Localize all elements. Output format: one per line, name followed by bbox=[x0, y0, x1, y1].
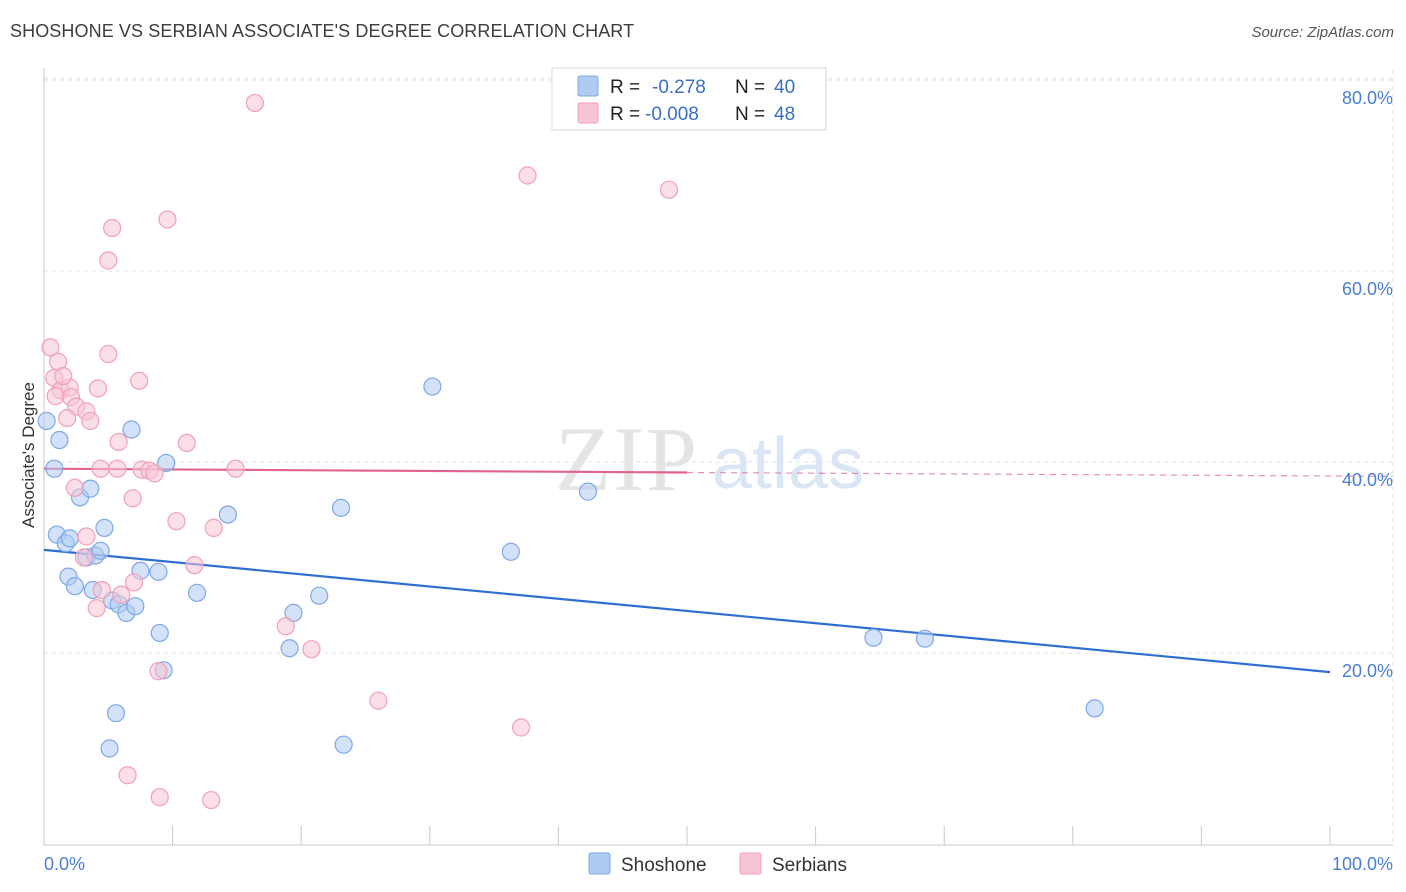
serbians-point-34 bbox=[302, 640, 321, 659]
shoshone-point-5 bbox=[60, 529, 79, 548]
serbians-point-41 bbox=[103, 218, 122, 238]
trendline-shoshone bbox=[43, 548, 1331, 674]
bottom-legend-swatch-shoshone bbox=[588, 852, 611, 875]
legend-r-label-shoshone: R = bbox=[610, 77, 640, 98]
serbians-point-29 bbox=[92, 580, 111, 600]
shoshone-point-12 bbox=[91, 541, 110, 560]
shoshone-point-32 bbox=[423, 377, 442, 396]
serbians-point-31 bbox=[124, 573, 144, 592]
shoshone-point-37 bbox=[864, 628, 883, 647]
serbians-point-13 bbox=[130, 371, 149, 390]
serbians-point-8 bbox=[58, 408, 77, 428]
shoshone-point-34 bbox=[578, 482, 598, 501]
trendline-dashed-serbians bbox=[686, 471, 1394, 477]
source-label: Source: ZipAtlas.com bbox=[1251, 24, 1394, 41]
shoshone-point-20 bbox=[122, 420, 141, 439]
legend-swatch-serbians bbox=[577, 102, 599, 124]
y-tick-labels: 20.0% 40.0% 60.0% 80.0% bbox=[1342, 88, 1393, 681]
serbians-point-33 bbox=[276, 617, 295, 636]
series-legend: Shoshone Serbians bbox=[588, 852, 847, 876]
shoshone-point-30 bbox=[331, 498, 351, 517]
y-tick-label-60: 60.0% bbox=[1342, 279, 1393, 299]
shoshone-point-36 bbox=[100, 739, 119, 758]
serbians-point-19 bbox=[145, 464, 164, 483]
serbians-point-27 bbox=[74, 548, 93, 567]
shoshone-point-24 bbox=[157, 453, 176, 473]
serbians-point-35 bbox=[149, 662, 168, 681]
serbians-point-14 bbox=[109, 432, 128, 452]
shoshone-point-19 bbox=[150, 623, 169, 643]
serbians-point-37 bbox=[512, 718, 531, 737]
serbians-point-23 bbox=[123, 489, 142, 508]
legend-swatch-shoshone bbox=[577, 75, 599, 97]
bottom-legend-swatch-serbians bbox=[739, 852, 762, 875]
serbians-point-22 bbox=[65, 478, 84, 497]
bottom-legend-label-serbians: Serbians bbox=[772, 855, 847, 876]
serbians-point-42 bbox=[158, 210, 177, 229]
shoshone-point-28 bbox=[284, 603, 303, 622]
y-tick-label-20: 20.0% bbox=[1342, 661, 1393, 681]
shoshone-point-23 bbox=[149, 562, 168, 581]
serbians-point-21 bbox=[226, 459, 245, 478]
serbians-point-10 bbox=[81, 411, 100, 431]
serbians-point-15 bbox=[91, 459, 110, 478]
correlation-legend: R = -0.278 N = 40 R = -0.008 N = 48 bbox=[551, 67, 827, 131]
serbians-point-24 bbox=[167, 512, 186, 531]
serbians-point-30 bbox=[112, 585, 131, 604]
serbians-point-36 bbox=[369, 691, 388, 710]
shoshone-point-2 bbox=[45, 459, 64, 478]
serbians-point-43 bbox=[99, 251, 118, 270]
serbians-point-25 bbox=[204, 518, 223, 537]
shoshone-point-9 bbox=[81, 479, 100, 498]
serbians-point-46 bbox=[659, 180, 679, 199]
serbians-point-40 bbox=[202, 790, 221, 810]
legend-r-value-shoshone: -0.278 bbox=[652, 77, 706, 98]
serbians-point-20 bbox=[177, 433, 196, 452]
serbians-point-11 bbox=[88, 379, 108, 398]
shoshone-point-0 bbox=[37, 411, 56, 431]
serbians-point-47 bbox=[54, 366, 73, 386]
x-tick-label-max: 100.0% bbox=[1332, 854, 1393, 874]
shoshone-point-14 bbox=[95, 518, 114, 537]
serbians-point-45 bbox=[518, 166, 537, 185]
serbians-point-44 bbox=[245, 93, 265, 113]
shoshone-point-7 bbox=[65, 577, 84, 596]
shoshone-point-29 bbox=[310, 586, 329, 605]
shoshone-point-1 bbox=[50, 430, 69, 450]
serbians-point-38 bbox=[118, 766, 137, 785]
y-axis-title: Associate's Degree bbox=[19, 382, 38, 528]
legend-n-label-shoshone: N = bbox=[735, 77, 765, 98]
shoshone-point-38 bbox=[915, 629, 935, 648]
chart-title: SHOSHONE VS SERBIAN ASSOCIATE'S DEGREE C… bbox=[10, 21, 635, 41]
serbians-point-28 bbox=[185, 556, 204, 575]
serbians-point-16 bbox=[108, 459, 127, 478]
shoshone-point-39 bbox=[1085, 699, 1104, 718]
serbians-point-26 bbox=[77, 527, 96, 546]
shoshone-point-25 bbox=[187, 583, 207, 602]
serbians-point-39 bbox=[150, 788, 169, 807]
legend-r-value-serbians: -0.008 bbox=[645, 104, 699, 125]
shoshone-point-27 bbox=[280, 639, 299, 658]
axes bbox=[43, 68, 1393, 846]
shoshone-point-33 bbox=[501, 542, 520, 561]
shoshone-point-35 bbox=[106, 704, 126, 723]
data-points bbox=[37, 93, 1104, 810]
serbians-point-32 bbox=[87, 599, 106, 618]
legend-n-value-serbians: 48 bbox=[774, 104, 795, 125]
legend-n-label-serbians: N = bbox=[735, 104, 765, 125]
shoshone-point-26 bbox=[218, 505, 237, 524]
shoshone-point-18 bbox=[126, 597, 145, 616]
shoshone-point-31 bbox=[334, 735, 353, 754]
y-tick-label-80: 80.0% bbox=[1342, 88, 1393, 108]
legend-r-label-serbians: R = bbox=[610, 104, 640, 125]
legend-n-value-shoshone: 40 bbox=[774, 77, 795, 98]
watermark-zip: ZIP bbox=[555, 408, 699, 510]
watermark-atlas: atlas bbox=[712, 424, 864, 504]
y-tick-label-40: 40.0% bbox=[1342, 470, 1393, 490]
bottom-legend-label-shoshone: Shoshone bbox=[621, 855, 707, 876]
serbians-point-12 bbox=[99, 344, 118, 364]
serbians-point-0 bbox=[41, 338, 60, 357]
x-tick-label-min: 0.0% bbox=[44, 854, 85, 874]
